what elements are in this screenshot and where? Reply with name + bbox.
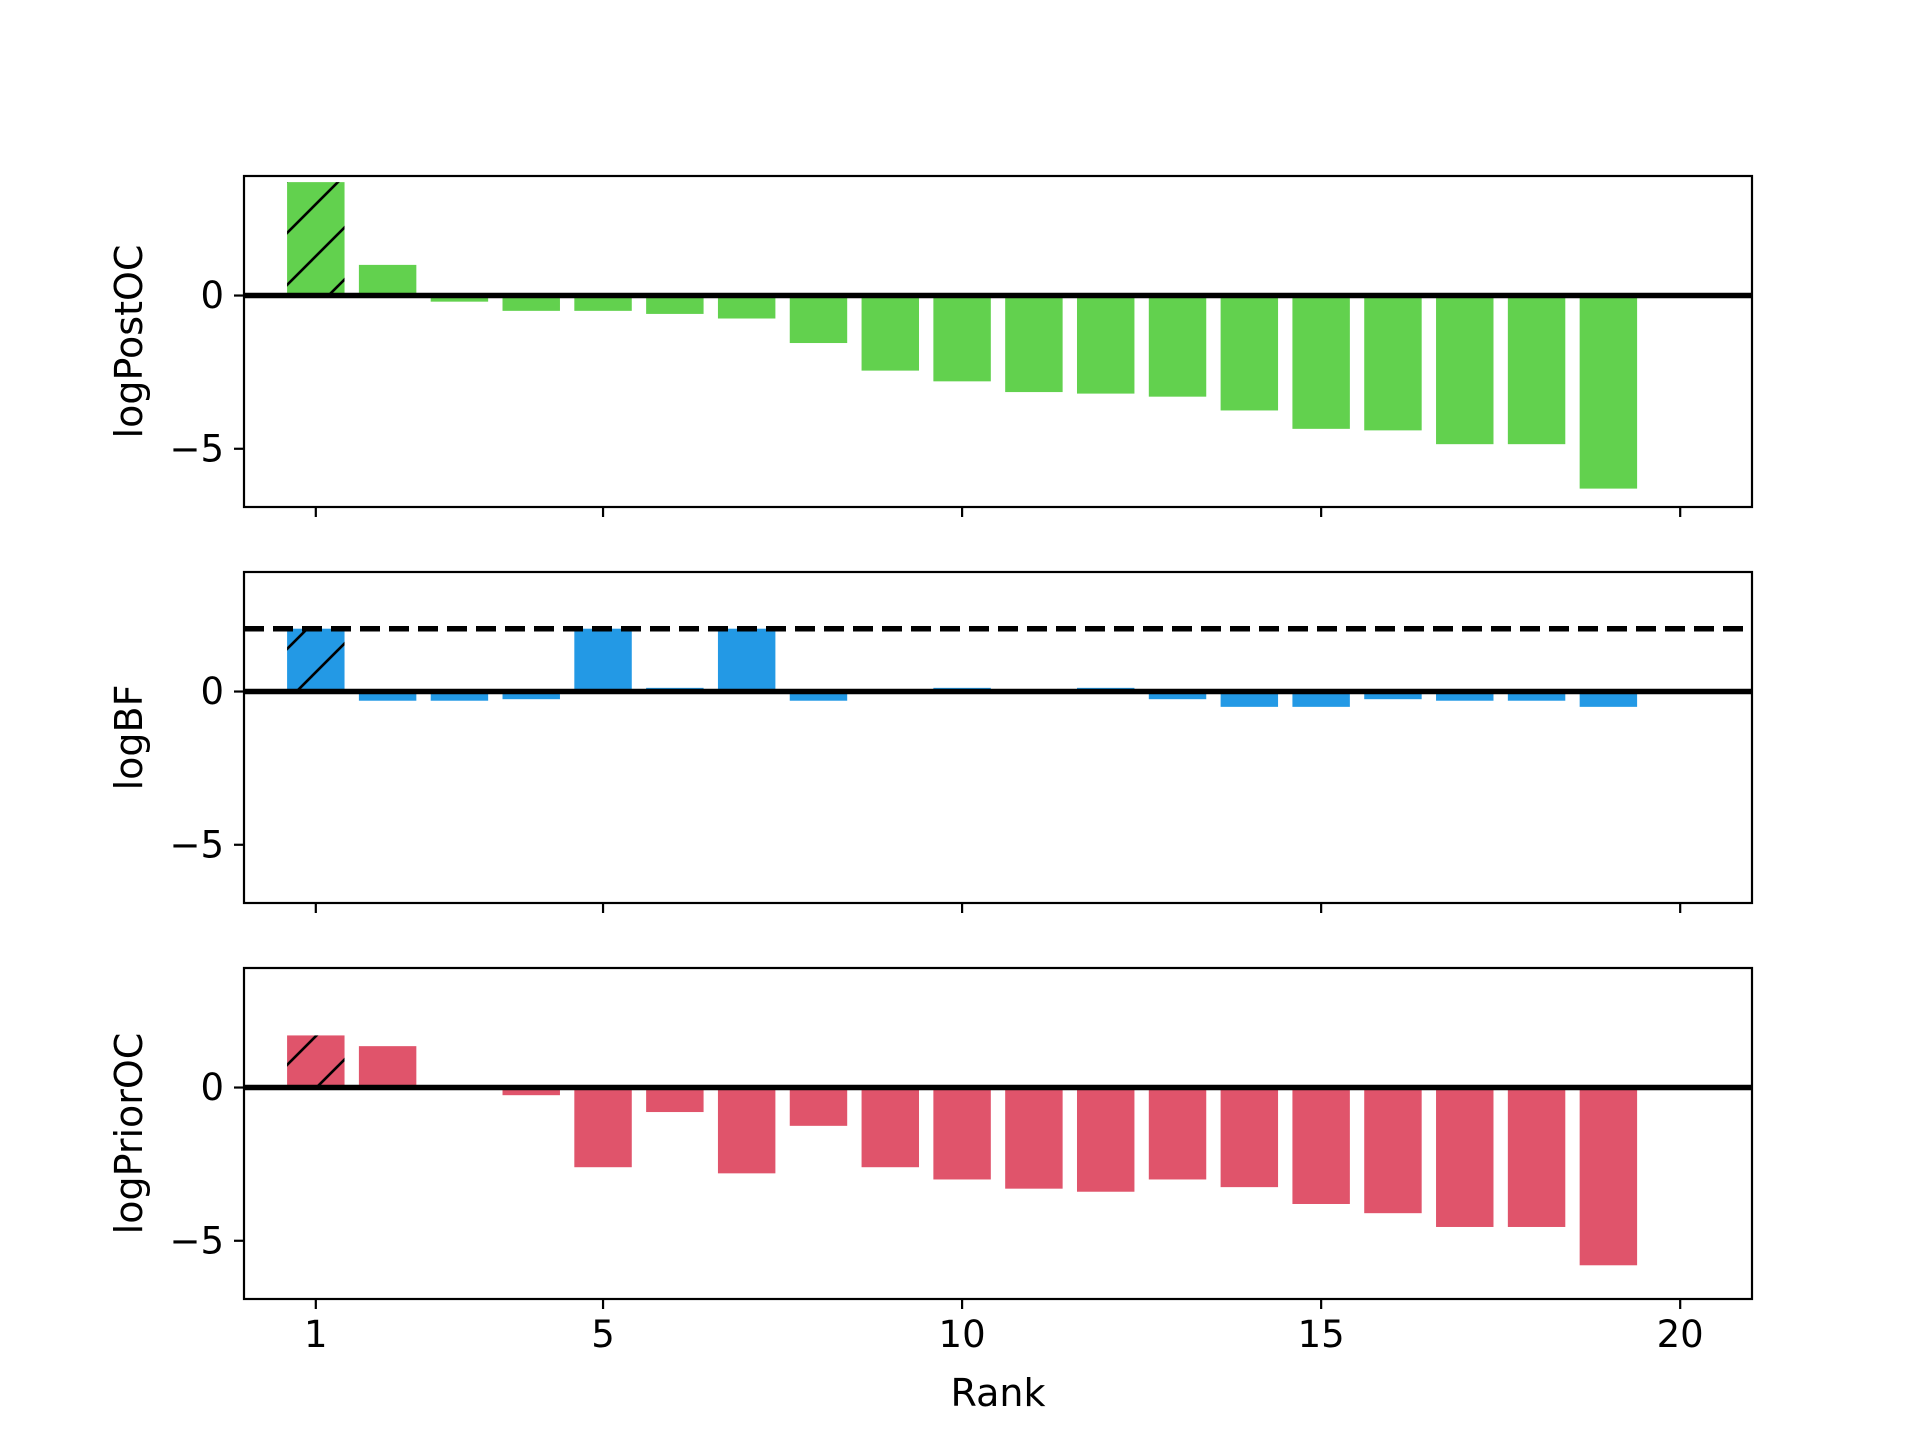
bar-rank-6: [646, 295, 704, 314]
bar-rank-18: [1507, 295, 1566, 445]
ylabel: logBF: [107, 685, 151, 791]
xtick-label: 10: [939, 1313, 986, 1356]
bar-rank-9: [861, 295, 920, 371]
bar-rank-2: [358, 691, 417, 701]
bar-rank-19: [1579, 691, 1638, 707]
bar-rank-13: [1148, 295, 1207, 397]
bar-rank-11: [1005, 1087, 1063, 1189]
bar-rank-8: [789, 1087, 848, 1126]
ylabel: logPriorOC: [107, 1033, 151, 1235]
bar-rank-13: [1148, 691, 1207, 700]
bar-rank-16: [1364, 691, 1422, 700]
bar-rank-11: [1005, 295, 1063, 393]
ytick-label: −5: [169, 427, 224, 470]
bar-rank-17: [1436, 1087, 1494, 1227]
bar-rank-17: [1436, 691, 1494, 701]
bar-rank-6: [646, 1087, 704, 1113]
bar-rank-18: [1507, 1087, 1566, 1227]
ylabel: logPostOC: [107, 245, 151, 439]
xtick-label: 5: [591, 1313, 615, 1356]
bar-hatch-rank-1: [287, 182, 345, 296]
bar-rank-10: [933, 295, 991, 382]
xtick-label: 20: [1657, 1313, 1704, 1356]
bar-rank-19: [1579, 1087, 1638, 1266]
xtick-label: 1: [304, 1313, 328, 1356]
bar-rank-19: [1579, 295, 1638, 489]
bar-rank-14: [1220, 1087, 1279, 1188]
axes-frame: [242, 174, 1754, 509]
xlabel: Rank: [951, 1371, 1046, 1415]
bar-rank-5: [574, 628, 632, 692]
bar-rank-5: [574, 1087, 632, 1168]
bar-rank-12: [1076, 295, 1135, 394]
bar-rank-7: [717, 628, 776, 692]
panel-1: 0 −5 logPostOC: [107, 174, 1754, 517]
bar-rank-2: [358, 1046, 417, 1088]
axes-frame: [242, 966, 1754, 1301]
bar-rank-18: [1507, 691, 1566, 701]
bar-rank-16: [1364, 295, 1422, 431]
bar-rank-4: [502, 691, 560, 700]
bar-rank-14: [1220, 295, 1279, 411]
bar-rank-10: [933, 1087, 991, 1180]
ytick-label: 0: [200, 670, 224, 713]
bar-rank-4: [502, 1087, 560, 1096]
xtick-label: 15: [1298, 1313, 1345, 1356]
bar-rank-15: [1292, 1087, 1350, 1204]
bar-rank-5: [574, 295, 632, 311]
ytick-label: −5: [169, 1219, 224, 1262]
bar-rank-2: [358, 264, 417, 296]
axes-frame: [242, 570, 1754, 905]
ytick-label: 0: [200, 1066, 224, 1109]
bar-rank-7: [717, 1087, 776, 1174]
bar-rank-3: [430, 295, 489, 302]
bar-rank-15: [1292, 295, 1350, 429]
bar-rank-13: [1148, 1087, 1207, 1180]
bar-rank-7: [717, 295, 776, 319]
bar-rank-4: [502, 295, 560, 311]
bar-rank-12: [1076, 1087, 1135, 1192]
bar-rank-15: [1292, 691, 1350, 707]
bar-hatch-rank-1: [287, 628, 345, 692]
bar-rank-14: [1220, 691, 1279, 707]
bar-rank-8: [789, 295, 848, 344]
bar-rank-16: [1364, 1087, 1422, 1214]
ytick-label: 0: [200, 274, 224, 317]
bar-rank-3: [430, 691, 489, 701]
bar-rank-17: [1436, 295, 1494, 445]
panel-2: 0 −5 logBF: [107, 570, 1754, 913]
bar-rank-9: [861, 1087, 920, 1168]
bar-hatch-rank-1: [287, 1035, 345, 1088]
ytick-label: −5: [169, 823, 224, 866]
bar-rank-8: [789, 691, 848, 701]
